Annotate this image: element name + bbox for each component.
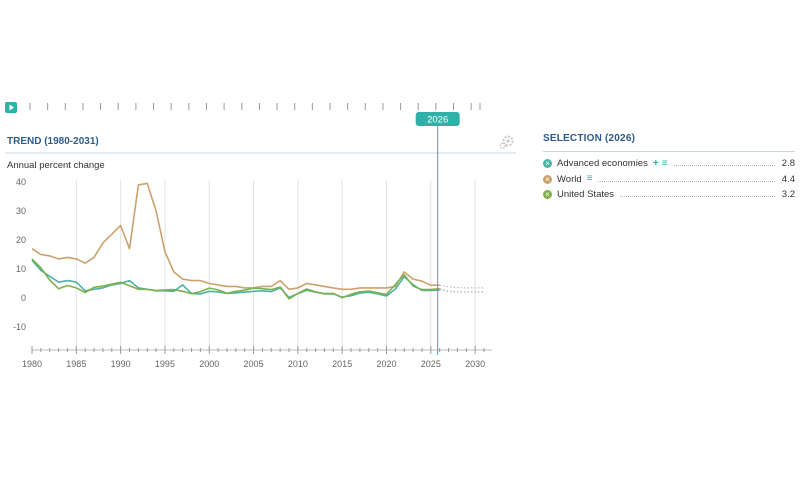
x-tick-label: 2030 [465, 359, 485, 369]
remove-icon[interactable]: × [543, 159, 552, 169]
x-tick-label: 1980 [22, 359, 42, 369]
x-tick-label: 2010 [288, 359, 308, 369]
y-tick-label: 30 [16, 206, 26, 216]
series-projection-united-states [439, 288, 484, 293]
series-layer [31, 182, 484, 300]
y-tick-label: 20 [16, 235, 26, 245]
selection-item-value: 4.4 [781, 173, 795, 185]
remove-icon[interactable]: × [543, 174, 552, 184]
selection-item-value: 2.8 [781, 158, 795, 170]
selection-item-label: United States [557, 189, 615, 201]
x-tick-label: 2005 [244, 359, 264, 369]
x-tick-label: 1990 [111, 359, 131, 369]
x-tick-label: 2015 [332, 359, 352, 369]
grid-layer [75, 180, 476, 349]
leader-dots [673, 165, 775, 167]
selection-list: × Advanced economies + ≡ 2.8 × World ≡ 4.4 × Unite… [543, 156, 795, 203]
y-tick-label: 0 [21, 293, 26, 303]
leader-dots [598, 180, 775, 182]
remove-icon[interactable]: × [543, 190, 552, 200]
x-axis: 1980 1985 1990 1995 2000 2005 2010 2015 2020 2025… [22, 346, 492, 369]
selection-item[interactable]: × World ≡ 4.4 [543, 172, 795, 188]
y-tick-label: 40 [16, 177, 26, 187]
y-axis-label: Annual percent change [7, 160, 105, 171]
current-year-label: 2026 [427, 115, 448, 126]
gears-icon[interactable] [499, 135, 514, 149]
menu-icon[interactable]: ≡ [586, 173, 593, 185]
selection-item-label: World [557, 173, 582, 185]
selection-item-label: Advanced economies [557, 158, 648, 170]
play-triangle [9, 104, 14, 111]
y-tick-label: -10 [13, 322, 26, 332]
series-line-united-states [31, 258, 440, 300]
y-tick-labels: 40 30 20 10 0 -10 [13, 177, 26, 332]
add-icon[interactable]: + [652, 157, 659, 169]
x-tick-label: 1985 [66, 359, 86, 369]
selection-item-value: 3.2 [781, 189, 795, 201]
leader-dots [620, 196, 775, 198]
series-projection-world [439, 284, 484, 289]
series-line-advanced-economies [31, 259, 440, 299]
selection-panel: SELECTION (2026) × Advanced economies + ≡ 2.… [543, 133, 795, 203]
current-year-badge[interactable]: 2026 [415, 112, 460, 126]
y-tick-label: 10 [16, 264, 26, 274]
menu-icon[interactable]: ≡ [661, 157, 668, 169]
x-tick-label: 2000 [199, 359, 219, 369]
timeline-slider[interactable] [5, 102, 481, 113]
selection-item[interactable]: × United States 3.2 [543, 187, 795, 203]
x-tick-label: 2020 [376, 359, 396, 369]
timeline-ticks [29, 103, 481, 110]
trend-title: TREND (1980-2031) [7, 136, 99, 147]
x-tick-label: 1995 [155, 359, 175, 369]
x-tick-label: 2025 [421, 359, 441, 369]
selection-item[interactable]: × Advanced economies + ≡ 2.8 [543, 156, 795, 172]
series-line-world [31, 182, 440, 291]
selection-title: SELECTION (2026) [543, 133, 795, 152]
